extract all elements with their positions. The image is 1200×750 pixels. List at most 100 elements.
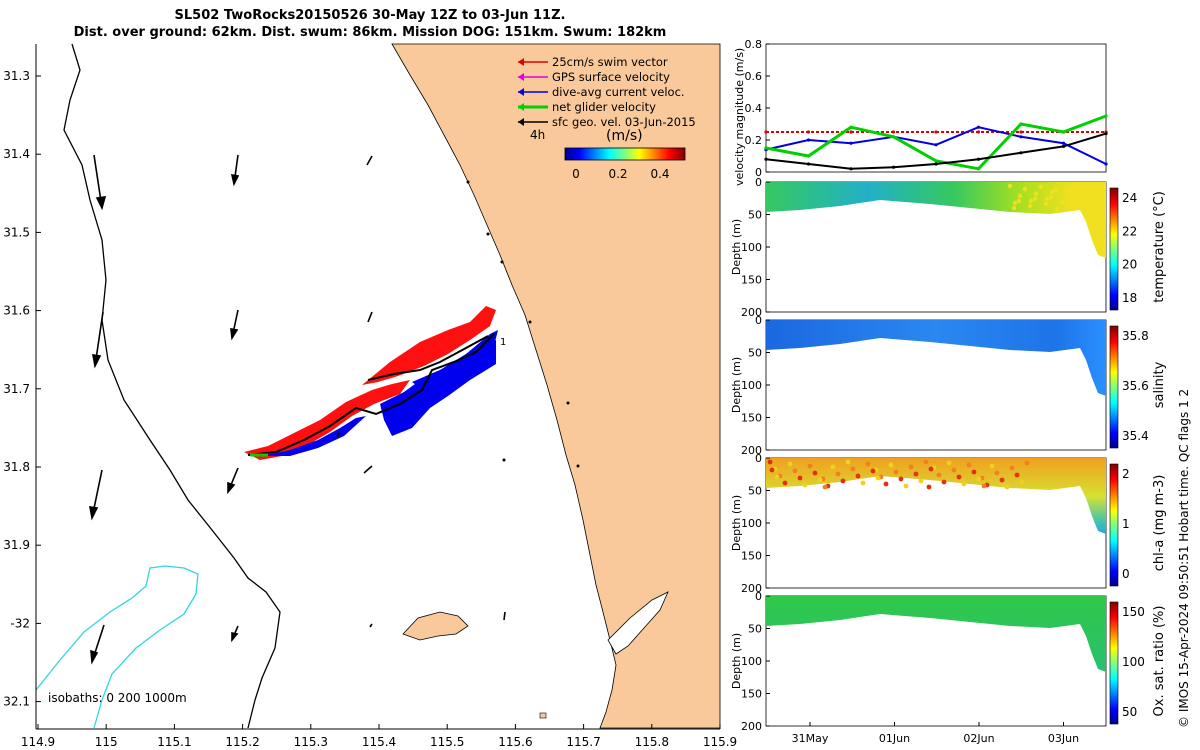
depth-axis-label: Depth (m) [730,495,743,551]
chla-sample [926,484,932,490]
chla-sample [946,460,952,466]
depth-tick-label: 100 [741,379,762,392]
chla-sample [865,461,871,467]
section-colorbar-tick: 50 [1122,705,1137,719]
depth-tick-label: 200 [741,444,762,457]
x-tick-label: 114.9 [21,735,55,749]
speed-colorbar-ticks: 0 0.2 0.4 [572,167,669,181]
chla-sample [875,475,881,481]
velocity-data-point [806,138,811,142]
velocity-y-label: velocity magnitude (m/s) [733,48,746,186]
legend-arrowhead [518,58,524,66]
chla-sample [860,480,866,486]
x-tick-label: 115.4 [362,735,396,749]
velocity-y-tick-label: 0.2 [745,134,763,147]
velocity-y-tick-label: 0.6 [745,70,763,83]
y-tick-label: 31.8 [3,460,30,474]
time-tick-label: 02Jun [963,732,994,745]
temperature-sample [1044,196,1050,202]
salinity-field [766,320,1106,396]
velocity-data-point [976,167,981,171]
chla-sample [883,481,889,487]
chla-sample [1004,484,1010,490]
y-tick-label: 31.6 [3,304,30,318]
islet [500,260,504,264]
section-colorbar-tick: 20 [1122,258,1137,272]
velocity-data-point [891,165,896,169]
x-tick-label: 115 [95,735,118,749]
depth-tick-label: 0 [755,314,762,327]
velocity-data-point [1019,135,1023,139]
temperature-sample [1032,196,1038,202]
section-colorbar-tick: 35.8 [1122,329,1149,343]
time-tick-label: 03Jun [1048,732,1079,745]
chla-sample [994,470,1000,476]
section-colorbar-label: temperature (°C) [1152,191,1167,303]
chla-sample [903,483,909,489]
velocity-data-point [891,130,896,134]
chla-sample [840,478,846,484]
sfc-geo-arrows [89,154,506,665]
salinity-section [765,319,1107,451]
legend-label: dive-avg current veloc. [552,85,685,99]
chla-sample [966,462,972,468]
temperature-sample [1081,185,1087,191]
chla-sample [802,482,808,488]
chla-sample [956,474,962,480]
temperature-sample [1080,190,1086,196]
chla-sample [767,459,773,465]
chla-sample [792,468,798,474]
islet [576,464,580,468]
section-colorbar-label: chl-a (mg m-3) [1152,475,1167,572]
velocity-data-point [1019,130,1023,134]
chla-sample [941,479,947,485]
temperature-sample [1048,194,1054,200]
x-tick-label: 115.3 [294,735,328,749]
temperature-sample [1090,200,1096,206]
velocity-data-point [1019,151,1023,155]
velocity-chart: 0 0.2 0.4 0.6 0.8 velocity magnitude (m/s) [733,38,1108,186]
time-axis: 31May 01Jun 02Jun 03Jun [792,722,1079,745]
islet [486,232,490,236]
velocity-data-point [934,162,938,166]
time-label: 4h [530,128,545,142]
chla-sample [923,459,929,465]
velocity-y-tick-label: 0 [755,166,762,179]
temperature-sample [1022,186,1028,192]
depth-tick-label: 50 [748,347,762,360]
coastline-land [391,43,721,729]
velocity-data-point [849,125,853,129]
section-colorbar-tick: 100 [1122,655,1145,669]
isobaths-label: isobaths: 0 200 1000m [48,691,187,705]
chla-sample [855,473,861,479]
depth-tick-label: 150 [741,688,762,701]
velocity-data-point [976,130,981,134]
depth-tick-label: 0 [755,176,762,189]
velocity-data-point [806,162,811,166]
islet [539,712,547,719]
velocity-data-point [764,157,768,161]
temperature-sample [1017,193,1023,199]
colorbar-tick-label: 0.2 [608,167,627,181]
chla-sample [812,470,818,476]
velocity-y-tick-label: 0.4 [745,102,763,115]
depth-tick-label: 200 [741,306,762,319]
velocity-data-point [1104,114,1108,118]
chla-sample [893,469,899,475]
y-tick-label: 31.7 [3,382,30,396]
section-colorbar-tick: 24 [1122,191,1137,205]
depth-tick-label: 50 [748,209,762,222]
time-tick-label: 01Jun [879,732,910,745]
y-tick-label: 31.3 [3,69,30,83]
section-colorbar-tick: 35.6 [1122,379,1149,393]
section-colorbar-label: Ox. sat. ratio (%) [1152,606,1167,717]
chla-sample [782,480,788,486]
glider-track [247,333,495,456]
section-colorbar-label: salinity [1152,361,1167,408]
oxygen-section [765,595,1107,727]
velocity-data-point [1061,141,1066,145]
chla-sample [835,471,841,477]
current-vector-band [262,416,366,456]
velocity-data-point [849,167,853,171]
